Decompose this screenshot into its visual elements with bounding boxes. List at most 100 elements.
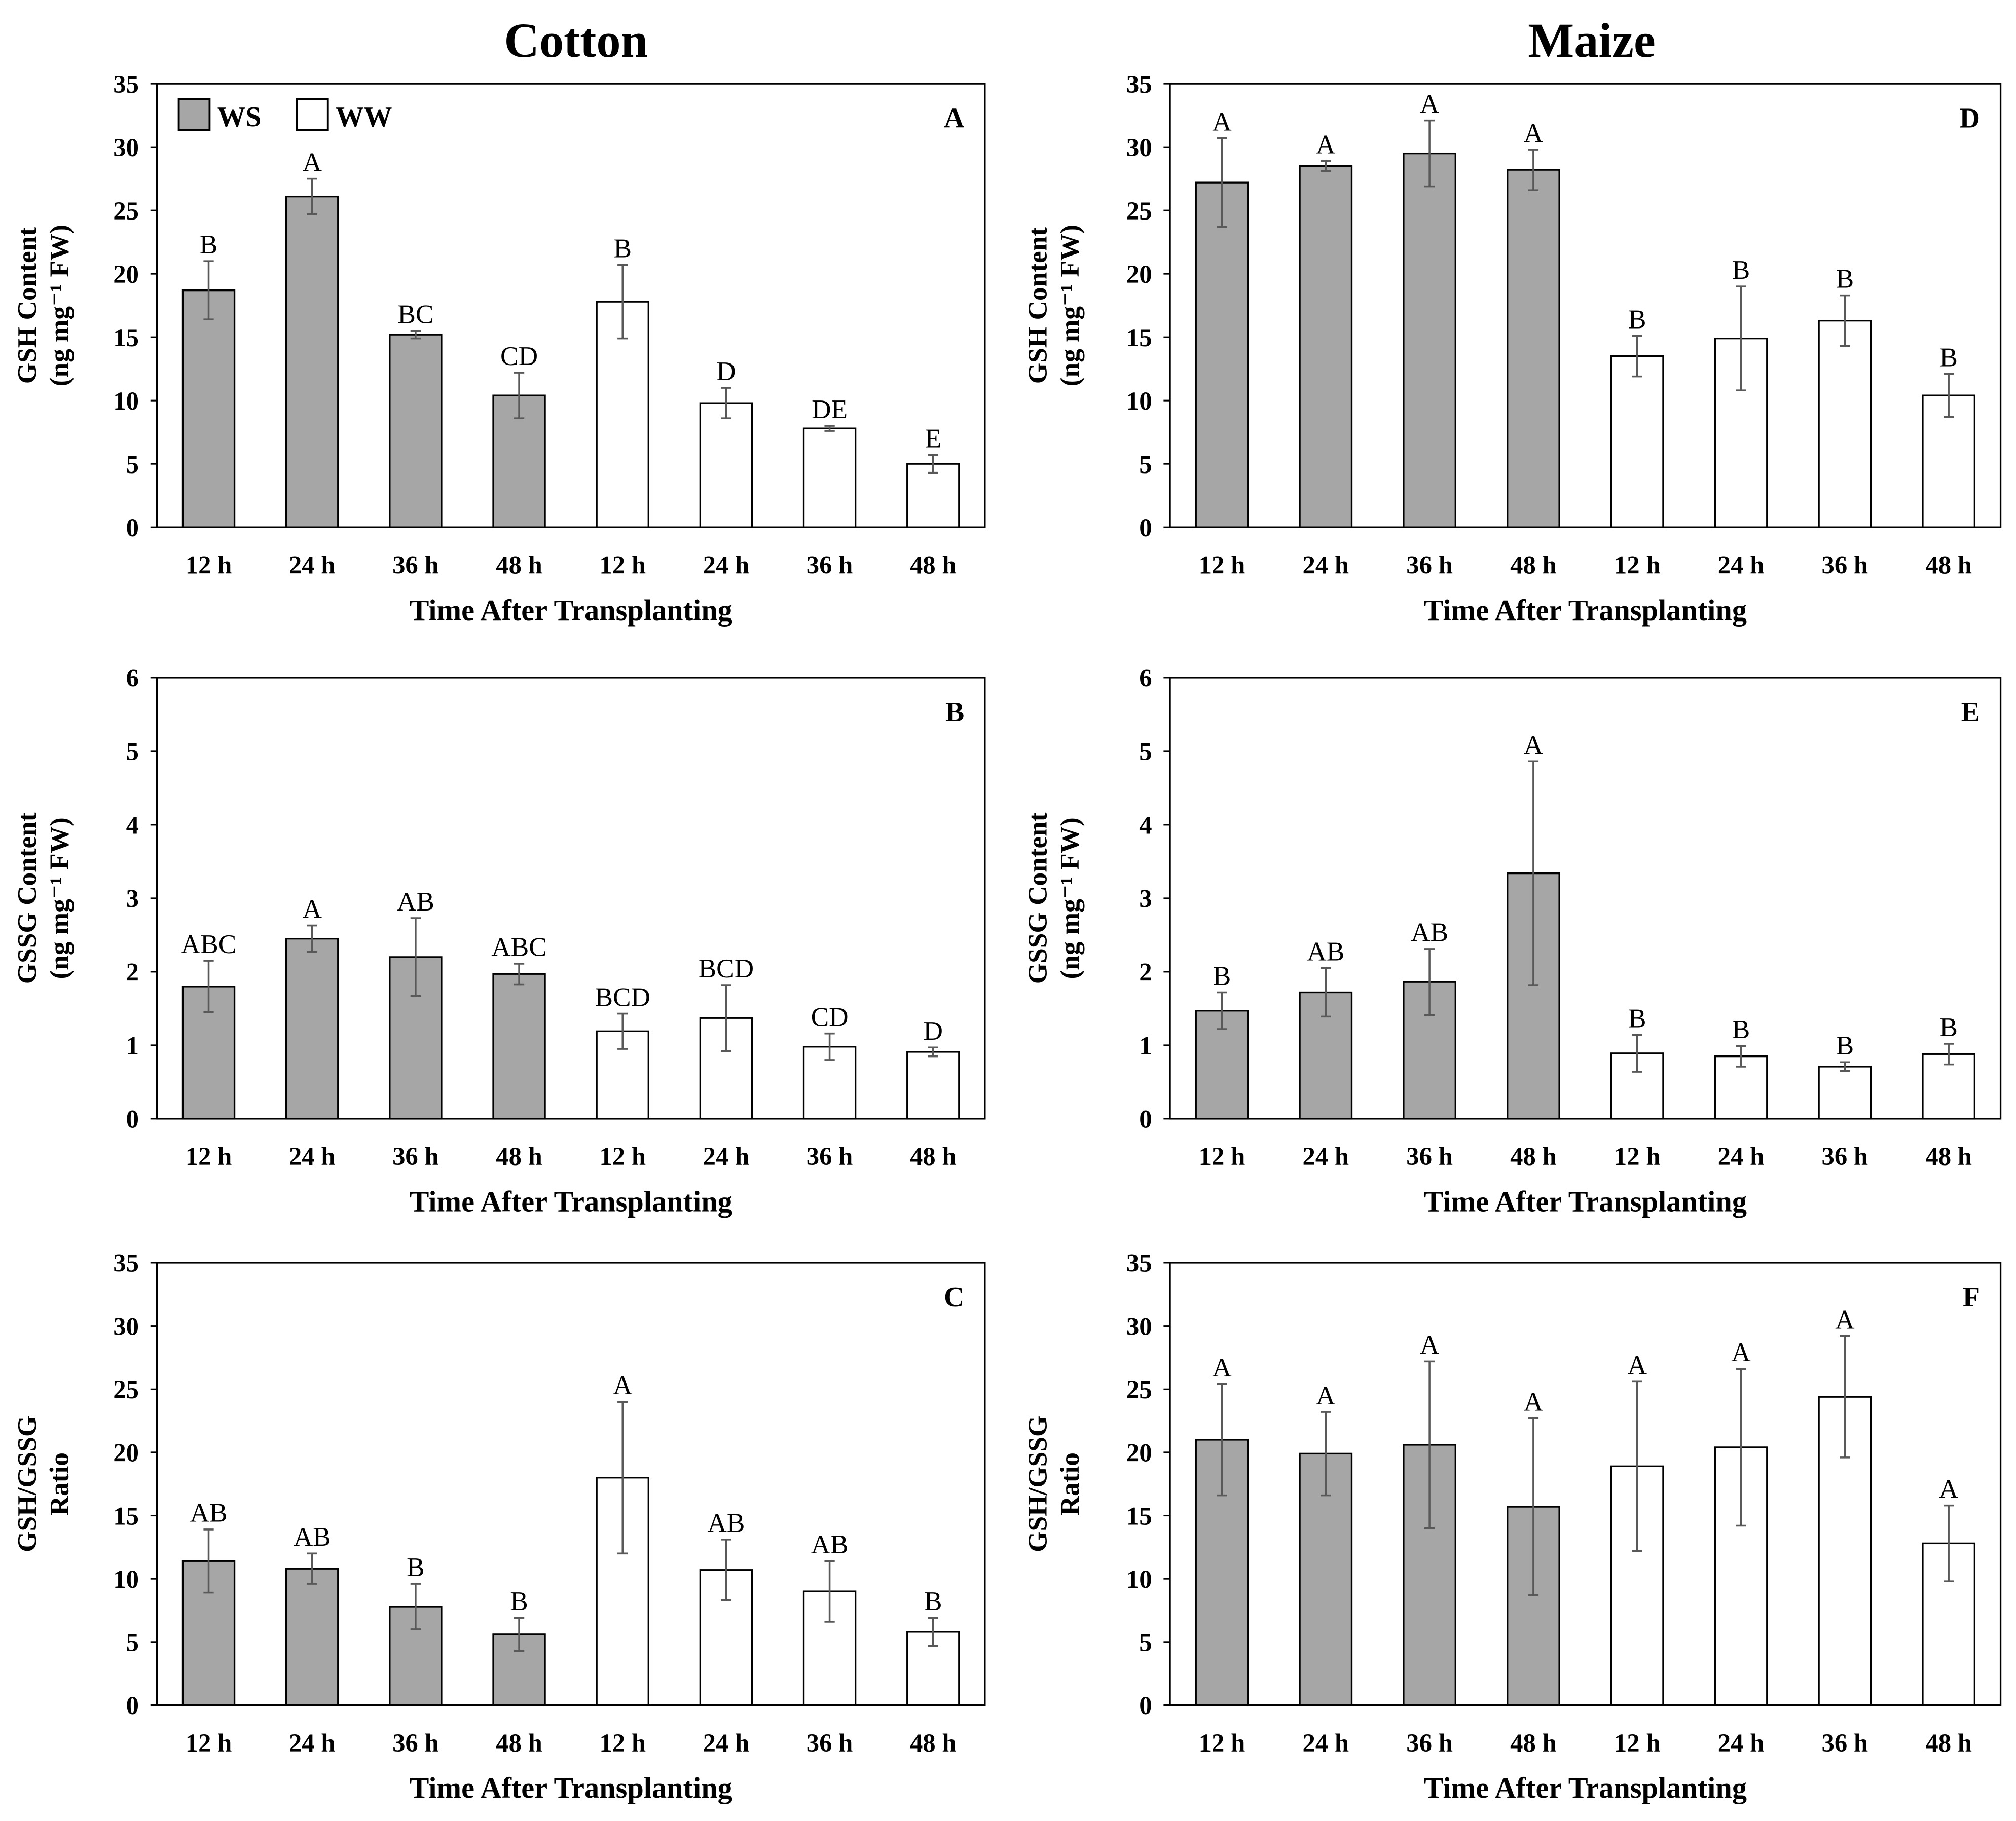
bar-ws — [1403, 152, 1456, 528]
significance-letter: A — [1212, 1353, 1232, 1382]
y-axis-label-line: (ng mg⁻¹ FW) — [1055, 225, 1085, 386]
y-tick-label: 10 — [113, 387, 139, 415]
y-tick-label: 35 — [1126, 1249, 1152, 1278]
y-tick-label: 10 — [113, 1565, 139, 1593]
x-tick-label: 24 h — [289, 1142, 336, 1171]
y-tick-label: 30 — [1126, 1312, 1152, 1340]
x-tick-label: 48 h — [1510, 1729, 1557, 1757]
y-axis-label-line: GSH Content — [1023, 227, 1053, 384]
bar-ws — [1507, 169, 1560, 528]
y-tick-label: 25 — [1126, 1375, 1152, 1404]
y-tick-label: 10 — [1126, 1565, 1152, 1593]
significance-letter: B — [200, 230, 218, 260]
y-tick-label: 35 — [1126, 70, 1152, 98]
y-tick-label: 15 — [113, 1502, 139, 1530]
y-tick-label: 20 — [113, 1439, 139, 1467]
y-tick-label: 1 — [126, 1032, 139, 1060]
y-tick-label: 2 — [1139, 958, 1152, 987]
significance-letter: CD — [811, 1002, 849, 1032]
plot-frame — [1169, 677, 2002, 1120]
y-tick-label: 25 — [113, 197, 139, 225]
significance-letter: A — [1627, 1350, 1647, 1380]
bar-ws — [285, 1568, 339, 1706]
bar-ww — [802, 1590, 857, 1706]
legend-swatch-ww — [296, 98, 329, 131]
bar-ww — [906, 463, 960, 528]
bar-ww — [906, 1051, 960, 1120]
y-axis-label-line: GSH Content — [12, 227, 42, 384]
x-tick-label: 24 h — [1718, 551, 1765, 579]
column-title-cotton: Cotton — [504, 13, 648, 67]
significance-letter: A — [613, 1370, 633, 1400]
x-tick-label: 36 h — [807, 1729, 853, 1757]
significance-letter: BCD — [699, 954, 754, 984]
y-tick-label: 10 — [1126, 387, 1152, 415]
significance-letter: A — [1524, 1387, 1544, 1416]
panel-b: 0 1 2 3 4 5 6 GSSG Content (ng mg⁻¹ FW) Time Afte… — [12, 664, 986, 1218]
y-tick-label: 0 — [126, 514, 139, 542]
bar-ww — [1818, 319, 1872, 528]
legend-label: WW — [336, 101, 392, 133]
panel-letter: E — [1961, 697, 1980, 728]
significance-letter: B — [510, 1586, 528, 1616]
x-axis-label: Time After Transplanting — [1424, 1771, 1747, 1804]
y-tick-label: 4 — [1139, 811, 1152, 840]
y-tick-label: 20 — [1126, 260, 1152, 288]
significance-letter: E — [925, 423, 941, 453]
y-axis-label: GSH Content (ng mg⁻¹ FW) — [1023, 225, 1085, 386]
y-tick-label: 15 — [1126, 323, 1152, 352]
significance-letter: B — [1732, 255, 1750, 285]
y-axis-label: GSH Content (ng mg⁻¹ FW) — [12, 225, 74, 386]
bar-ws — [1299, 165, 1353, 528]
legend-label: WS — [217, 101, 262, 133]
x-tick-label: 48 h — [1925, 1142, 1972, 1171]
y-tick-label: 3 — [126, 885, 139, 913]
x-tick-label: 12 h — [1199, 1729, 1245, 1757]
x-axis-label: Time After Transplanting — [409, 1771, 732, 1804]
y-axis-label-line: Ratio — [1055, 1452, 1085, 1515]
x-tick-label: 36 h — [392, 551, 439, 579]
x-axis-label: Time After Transplanting — [1424, 1185, 1747, 1218]
y-axis-label-line: GSH/GSSG — [1023, 1416, 1053, 1552]
plot-frame — [1169, 83, 2002, 528]
x-tick-label: 24 h — [1718, 1142, 1765, 1171]
panel-f: 0 5 10 15 20 25 30 35 GSH/GSSG Ratio Time After Tr… — [1023, 1249, 2002, 1804]
y-tick-label: 6 — [1139, 664, 1152, 693]
x-axis-label: Time After Transplanting — [409, 594, 732, 627]
x-tick-label: 48 h — [496, 1142, 542, 1171]
significance-letter: D — [716, 356, 736, 386]
y-axis-label: GSSG Content (ng mg⁻¹ FW) — [12, 812, 74, 984]
x-tick-label: 48 h — [1510, 551, 1557, 579]
y-tick-label: 15 — [1126, 1502, 1152, 1530]
bar-ww — [699, 402, 753, 528]
significance-letter: D — [924, 1016, 943, 1046]
plot-frame — [156, 677, 986, 1120]
x-tick-label: 12 h — [186, 1729, 232, 1757]
x-tick-label: 36 h — [1822, 551, 1868, 579]
legend: WS WW — [177, 98, 392, 133]
y-axis-label-line: GSSG Content — [1023, 812, 1053, 984]
y-tick-label: 5 — [1139, 738, 1152, 766]
x-tick-label: 24 h — [1302, 1142, 1349, 1171]
x-tick-label: 48 h — [910, 1729, 957, 1757]
y-tick-label: 25 — [1126, 197, 1152, 225]
panel-letter: F — [1963, 1282, 1980, 1313]
significance-letter: A — [1731, 1337, 1751, 1367]
column-title-maize: Maize — [1528, 13, 1655, 67]
significance-letter: B — [1836, 264, 1854, 294]
bar-ws — [1195, 181, 1249, 528]
significance-letter: AB — [1411, 918, 1448, 948]
significance-letter: A — [1420, 89, 1440, 119]
plot-frame — [1169, 1262, 2002, 1706]
significance-letter: BCD — [595, 982, 650, 1012]
y-tick-label: 30 — [113, 1312, 139, 1340]
y-tick-label: 5 — [126, 1628, 139, 1657]
significance-letter: B — [1213, 961, 1231, 991]
significance-letter: A — [302, 894, 322, 924]
bar-ws — [1403, 1444, 1456, 1706]
x-tick-label: 36 h — [392, 1142, 439, 1171]
y-axis-label-line: (ng mg⁻¹ FW) — [1055, 817, 1085, 979]
significance-letter: AB — [707, 1508, 745, 1538]
x-tick-label: 48 h — [496, 551, 542, 579]
x-tick-label: 12 h — [599, 1142, 646, 1171]
